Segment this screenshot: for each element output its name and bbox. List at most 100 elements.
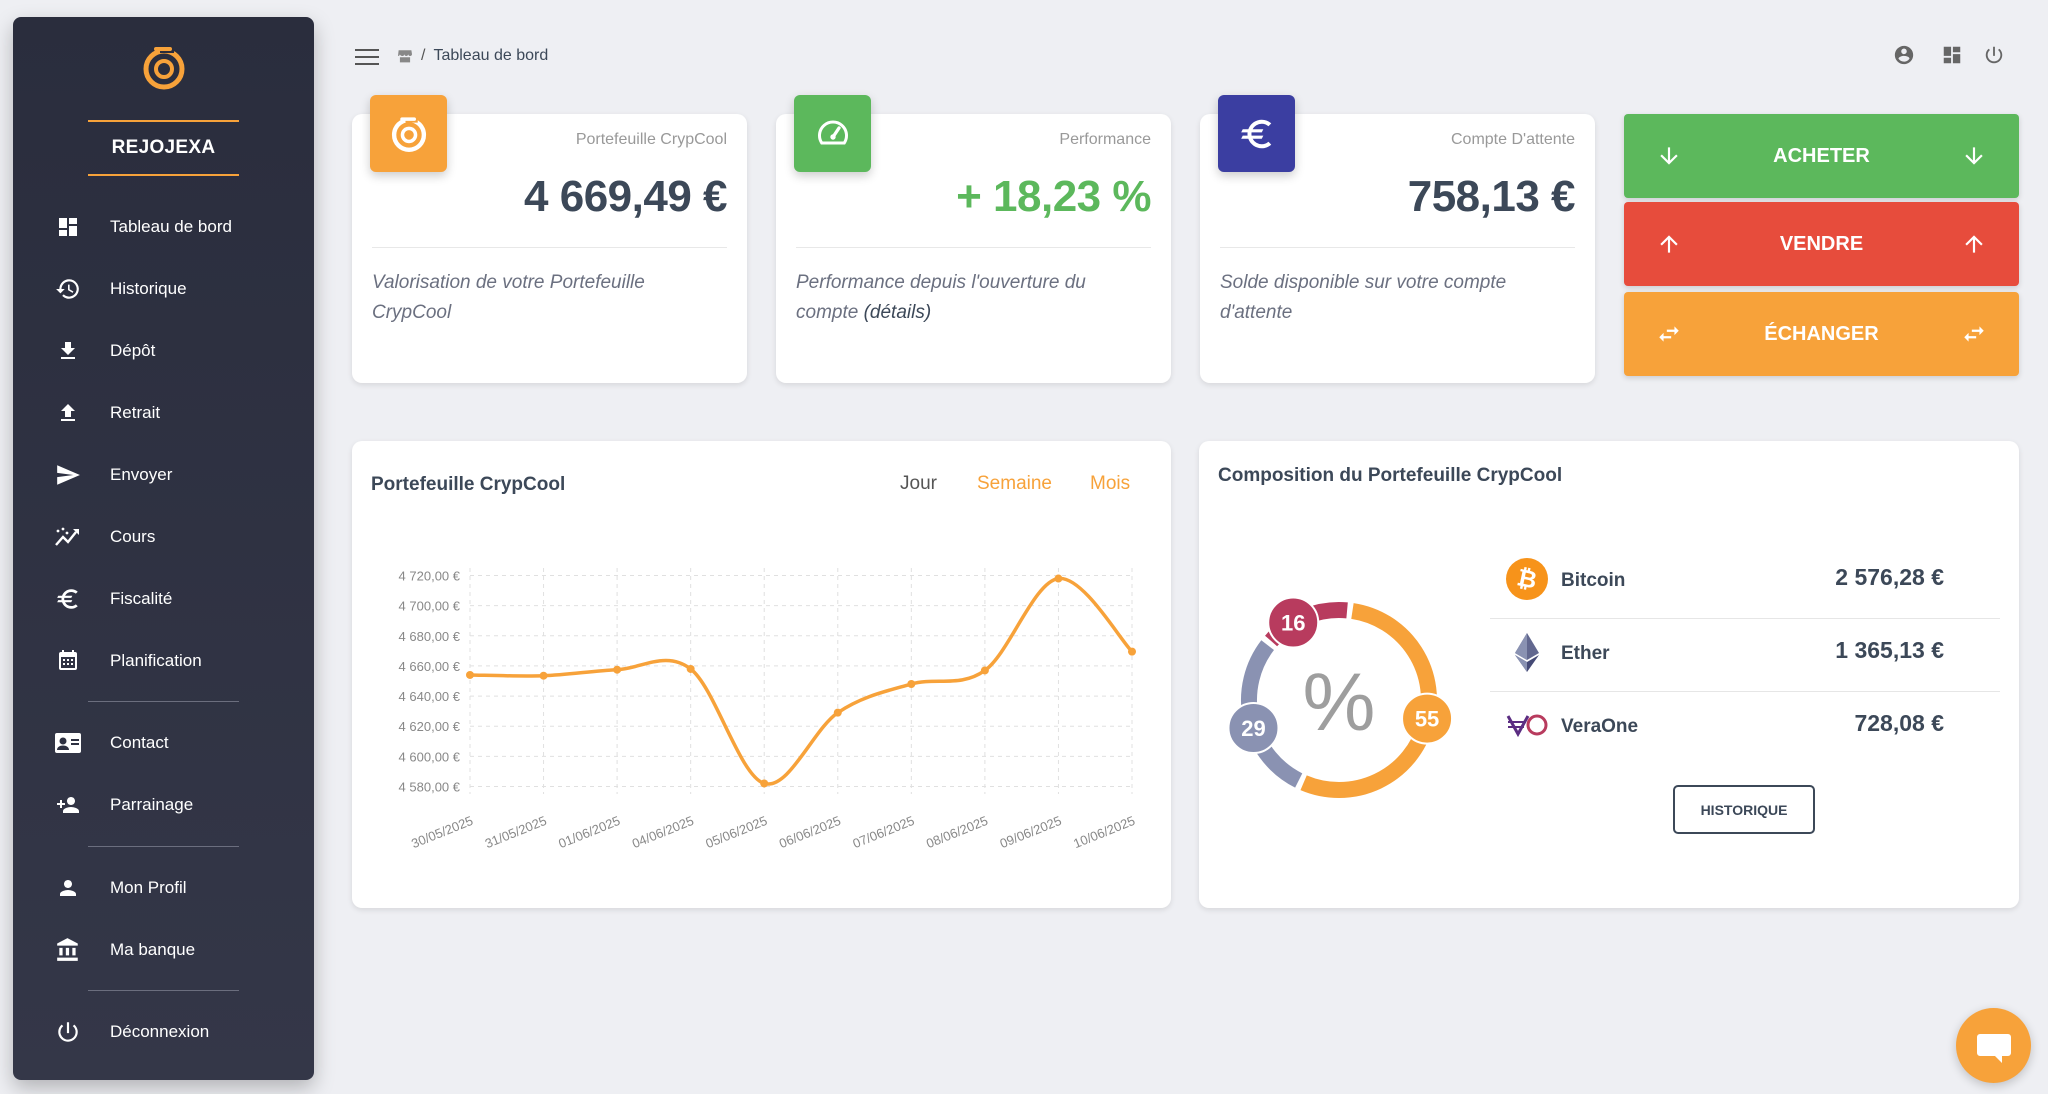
upload-icon: [53, 398, 83, 428]
composition-title: Composition du Portefeuille CrypCool: [1218, 465, 1563, 486]
segment-badge: [1267, 596, 1320, 649]
breadcrumb: / Tableau de bord: [397, 47, 548, 65]
data-point: [833, 708, 842, 717]
sidebar-divider: [88, 701, 239, 702]
sidebar-item-send[interactable]: Envoyer: [13, 450, 314, 500]
swap-horizontal-icon: [1659, 326, 1679, 342]
sidebar-item-history[interactable]: Historique: [13, 264, 314, 314]
brand-name: REJOJEXA: [88, 120, 239, 176]
history-icon: [53, 274, 83, 304]
segment-label: 55: [1415, 707, 1439, 732]
data-point: [760, 779, 769, 788]
breadcrumb-separator: /: [421, 47, 426, 64]
sell-button-label: VENDRE: [1779, 232, 1864, 255]
sell-button[interactable]: VENDRE: [1624, 202, 2019, 286]
arrow-down-icon: [1660, 147, 1678, 165]
sidebar-item-label: Retrait: [110, 403, 161, 422]
send-icon: [53, 460, 83, 490]
period-tab-month[interactable]: Mois: [1090, 473, 1131, 494]
sidebar-item-profile[interactable]: Mon Profil: [13, 863, 314, 913]
data-point: [907, 680, 916, 689]
sidebar-item-label: Planification: [110, 651, 202, 670]
asset-row-veraone[interactable]: VeraOne 728,08 €: [1490, 688, 2000, 760]
arrow-up-icon: [1965, 235, 1983, 253]
buy-button-label: ACHETER: [1773, 144, 1870, 167]
euro-icon: [1218, 95, 1295, 172]
ethereum-icon: [1515, 633, 1539, 672]
sidebar-item-referral[interactable]: Parrainage: [13, 780, 314, 830]
asset-name: VeraOne: [1561, 716, 1639, 737]
buy-button[interactable]: ACHETER: [1624, 114, 2019, 198]
x-tick-label: 10/06/2025: [1071, 813, 1137, 851]
dashboard-icon[interactable]: [1941, 44, 1963, 66]
sidebar-item-label: Envoyer: [110, 465, 173, 484]
divider: [372, 247, 727, 248]
y-tick-label: 4 600,00 €: [399, 749, 461, 764]
chat-button[interactable]: [1956, 1008, 2031, 1083]
sidebar-item-withdraw[interactable]: Retrait: [13, 388, 314, 438]
x-tick-label: 06/06/2025: [777, 813, 843, 851]
trending-icon: [53, 522, 83, 552]
details-link[interactable]: (détails): [863, 302, 932, 323]
asset-name: Bitcoin: [1561, 570, 1626, 591]
breadcrumb-current: Tableau de bord: [433, 47, 549, 64]
account-circle-icon[interactable]: [1893, 44, 1915, 66]
sidebar-item-label: Déconnexion: [110, 1022, 210, 1041]
data-point: [1054, 574, 1063, 583]
x-tick-label: 09/06/2025: [998, 813, 1064, 851]
period-tab-day[interactable]: Jour: [900, 473, 937, 494]
download-icon: [53, 336, 83, 366]
line-chart: 4 580,00 € 4 600,00 € 4 620,00 € 4 640,00 €…: [399, 568, 1137, 851]
sidebar-item-rates[interactable]: Cours: [13, 512, 314, 562]
calendar-icon: [53, 646, 83, 676]
donut-chart: 55 29 16%: [1227, 596, 1454, 798]
stat-description-text: Performance depuis l'ouverture du compte: [796, 272, 1086, 323]
segment-badge: [1401, 692, 1454, 745]
crypcool-logo-icon: [370, 95, 447, 172]
y-tick-label: 4 640,00 €: [399, 689, 461, 704]
chat-icon: [1976, 1033, 2011, 1063]
menu-icon[interactable]: [355, 47, 379, 67]
power-icon[interactable]: [1983, 44, 2005, 66]
store-icon[interactable]: [397, 49, 413, 63]
sidebar-divider: [88, 990, 239, 991]
x-tick-label: 01/06/2025: [556, 813, 622, 851]
y-tick-label: 4 700,00 €: [399, 599, 461, 614]
history-button[interactable]: HISTORIQUE: [1673, 785, 1815, 834]
stat-card-performance: Performance + 18,23 % Performance depuis…: [776, 95, 1171, 383]
divider: [796, 247, 1151, 248]
stat-value: + 18,23 %: [956, 172, 1151, 221]
segment-badge: [1227, 702, 1280, 755]
sidebar-divider: [88, 846, 239, 847]
sidebar-item-contact[interactable]: Contact: [13, 718, 314, 768]
exchange-button[interactable]: ÉCHANGER: [1624, 292, 2019, 376]
contact-card-icon: [53, 728, 83, 758]
asset-value: 728,08 €: [1854, 710, 1944, 736]
sidebar-item-label: Cours: [110, 527, 156, 546]
bitcoin-icon: ₿: [1506, 558, 1548, 600]
wallet-chart-card: Portefeuille CrypCool Jour Semaine Mois …: [352, 441, 1171, 908]
data-point: [980, 666, 989, 675]
x-tick-label: 08/06/2025: [924, 813, 990, 851]
sidebar-item-bank[interactable]: Ma banque: [13, 925, 314, 975]
sidebar-item-dashboard[interactable]: Tableau de bord: [13, 202, 314, 252]
divider: [1490, 618, 2000, 619]
asset-row-ether[interactable]: Ether 1 365,13 €: [1490, 615, 2000, 687]
y-tick-label: 4 660,00 €: [399, 659, 461, 674]
data-point: [613, 665, 622, 674]
stat-category: Portefeuille CrypCool: [575, 131, 727, 148]
sidebar-item-logout[interactable]: Déconnexion: [13, 1007, 314, 1057]
arrow-down-icon: [1965, 147, 1983, 165]
sidebar-item-label: Parrainage: [110, 795, 194, 814]
sidebar-item-deposit[interactable]: Dépôt: [13, 326, 314, 376]
stat-card-pending-account: Compte D'attente 758,13 € Solde disponib…: [1200, 95, 1595, 383]
period-tab-week[interactable]: Semaine: [977, 473, 1052, 494]
sidebar-item-planning[interactable]: Planification: [13, 636, 314, 686]
sidebar: REJOJEXA Tableau de bord Historique Dépô…: [13, 17, 314, 1080]
stat-description: Performance depuis l'ouverture du compte…: [796, 268, 1136, 328]
sidebar-item-taxation[interactable]: Fiscalité: [13, 574, 314, 624]
data-point: [466, 670, 474, 679]
asset-row-bitcoin[interactable]: ₿ Bitcoin 2 576,28 €: [1490, 542, 2000, 614]
stat-value: 758,13 €: [1407, 172, 1576, 221]
sidebar-item-label: Fiscalité: [110, 589, 173, 608]
